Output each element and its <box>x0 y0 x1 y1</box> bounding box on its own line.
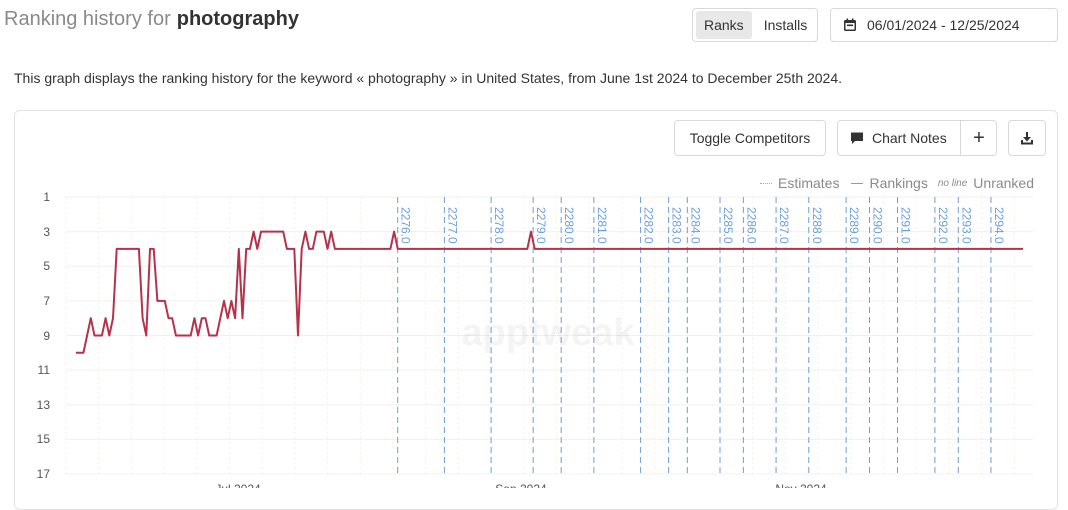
note-marker-label[interactable]: 2279.0 <box>534 207 548 244</box>
installs-tab[interactable]: Installs <box>763 17 808 33</box>
x-axis: Jul 2024 Sep 2024 Nov 2024 <box>215 482 827 488</box>
chart-description: This graph displays the ranking history … <box>14 70 843 86</box>
estimates-swatch <box>759 182 772 184</box>
x-tick-label: Nov 2024 <box>775 482 827 488</box>
legend-unranked[interactable]: Unranked <box>973 175 1034 191</box>
note-marker-label[interactable]: 2277.0 <box>445 207 459 244</box>
y-tick-label: 7 <box>43 293 50 308</box>
chart-notes-markers: 2276.0 2277.0 2278.0 2279.0 2280.0 2281.0 2282… <box>397 197 1006 474</box>
legend-rankings[interactable]: Rankings <box>869 175 928 191</box>
y-tick-label: 5 <box>43 259 50 274</box>
rankings-line[interactable] <box>76 230 1023 354</box>
y-tick-label: 13 <box>36 397 50 412</box>
legend-no-line: no line <box>937 177 968 189</box>
download-button[interactable] <box>1008 120 1046 156</box>
note-marker-label[interactable]: 2276.0 <box>399 207 413 244</box>
metric-toggle: Ranks Installs <box>692 8 818 42</box>
note-marker-label[interactable]: 2282.0 <box>642 207 656 244</box>
y-tick-label: 9 <box>43 328 50 343</box>
chart-legend: Estimates Rankings no line Unranked <box>759 175 1034 191</box>
y-tick-label: 3 <box>43 224 50 239</box>
note-marker-label[interactable]: 2287.0 <box>777 207 791 244</box>
rankings-swatch <box>851 182 864 184</box>
note-marker-label[interactable]: 2288.0 <box>810 207 824 244</box>
note-marker-label[interactable]: 2284.0 <box>688 207 702 244</box>
note-marker-label[interactable]: 2278.0 <box>492 207 506 244</box>
calendar-icon <box>844 18 856 31</box>
note-marker-label[interactable]: 2290.0 <box>870 207 884 244</box>
add-note-button[interactable]: + <box>973 126 985 149</box>
note-marker-label[interactable]: 2280.0 <box>562 207 576 244</box>
chart-notes-group: Chart Notes + <box>837 120 997 156</box>
chart-notes-button[interactable]: Chart Notes <box>838 130 960 146</box>
note-marker-label[interactable]: 2294.0 <box>992 207 1006 244</box>
note-marker-label[interactable]: 2281.0 <box>595 207 609 244</box>
chart-grid <box>65 196 1033 475</box>
title-prefix: Ranking history for <box>4 8 171 30</box>
keyword-title: photography <box>176 8 299 30</box>
page-title: Ranking history for photography <box>4 8 299 31</box>
note-marker-label[interactable]: 2285.0 <box>721 207 735 244</box>
y-tick-label: 15 <box>36 432 50 447</box>
download-icon <box>1021 132 1033 145</box>
ranks-tab[interactable]: Ranks <box>696 11 752 39</box>
note-marker-label[interactable]: 2289.0 <box>847 207 861 244</box>
comment-icon <box>851 132 863 144</box>
note-marker-label[interactable]: 2283.0 <box>670 207 684 244</box>
chart-notes-label: Chart Notes <box>872 130 947 146</box>
y-tick-label: 11 <box>37 363 50 378</box>
y-tick-label: 1 <box>43 190 50 204</box>
toolbar-divider <box>960 121 961 155</box>
note-marker-label[interactable]: 2293.0 <box>959 207 973 244</box>
toggle-competitors-label: Toggle Competitors <box>689 130 811 146</box>
note-marker-label[interactable]: 2286.0 <box>744 207 758 244</box>
date-range-value: 06/01/2024 - 12/25/2024 <box>867 17 1020 33</box>
note-marker-label[interactable]: 2291.0 <box>899 207 913 244</box>
ranking-series <box>76 230 1023 354</box>
legend-estimates[interactable]: Estimates <box>777 175 840 191</box>
date-range-picker[interactable]: 06/01/2024 - 12/25/2024 <box>830 8 1058 42</box>
ranking-chart: apptweak 2276.02277.02278.02279.02280.02… <box>65 196 1033 488</box>
toggle-competitors-button[interactable]: Toggle Competitors <box>674 120 826 156</box>
y-tick-label: 17 <box>36 467 50 481</box>
x-tick-label: Sep 2024 <box>495 482 547 488</box>
watermark: apptweak <box>461 312 635 354</box>
note-marker-label[interactable]: 2292.0 <box>936 207 950 244</box>
x-tick-label: Jul 2024 <box>215 482 261 488</box>
